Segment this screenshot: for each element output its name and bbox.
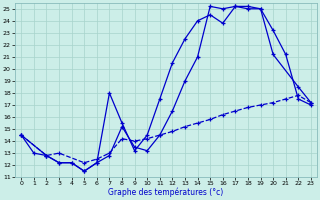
- X-axis label: Graphe des températures (°c): Graphe des températures (°c): [108, 188, 224, 197]
